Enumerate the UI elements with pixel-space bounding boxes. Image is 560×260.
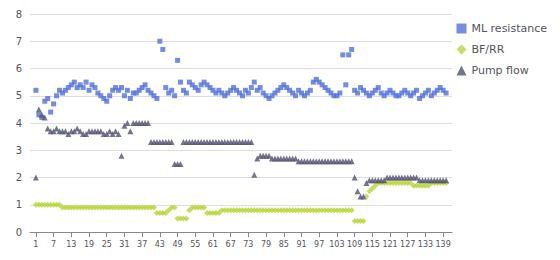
svg-text:43: 43 xyxy=(155,240,165,249)
svg-text:13: 13 xyxy=(66,240,76,249)
svg-text:3: 3 xyxy=(16,145,22,156)
svg-text:1: 1 xyxy=(16,199,22,210)
svg-text:103: 103 xyxy=(329,240,344,249)
svg-text:91: 91 xyxy=(296,240,306,249)
svg-text:85: 85 xyxy=(279,240,289,249)
svg-text:8: 8 xyxy=(16,9,22,20)
svg-text:115: 115 xyxy=(365,240,380,249)
svg-text:6: 6 xyxy=(16,63,22,74)
svg-text:127: 127 xyxy=(400,240,415,249)
svg-text:31: 31 xyxy=(119,240,129,249)
svg-text:133: 133 xyxy=(418,240,433,249)
svg-text:BF/RR: BF/RR xyxy=(471,43,504,56)
svg-text:79: 79 xyxy=(261,240,271,249)
svg-text:121: 121 xyxy=(382,240,397,249)
svg-text:5: 5 xyxy=(16,90,22,101)
svg-text:7: 7 xyxy=(51,240,56,249)
svg-text:61: 61 xyxy=(208,240,218,249)
svg-text:0: 0 xyxy=(16,227,22,238)
svg-text:67: 67 xyxy=(226,240,236,249)
svg-text:25: 25 xyxy=(102,240,112,249)
svg-text:4: 4 xyxy=(16,118,22,129)
svg-text:37: 37 xyxy=(137,240,147,249)
svg-text:19: 19 xyxy=(84,240,94,249)
svg-text:109: 109 xyxy=(347,240,362,249)
svg-text:139: 139 xyxy=(436,240,451,249)
svg-text:55: 55 xyxy=(190,240,200,249)
svg-text:97: 97 xyxy=(314,240,324,249)
svg-text:49: 49 xyxy=(172,240,182,249)
svg-text:Pump flow: Pump flow xyxy=(471,64,528,77)
svg-text:ML resistance: ML resistance xyxy=(471,22,547,35)
svg-text:1: 1 xyxy=(33,240,38,249)
svg-text:73: 73 xyxy=(243,240,253,249)
svg-text:2: 2 xyxy=(16,172,22,183)
svg-text:7: 7 xyxy=(16,36,22,47)
